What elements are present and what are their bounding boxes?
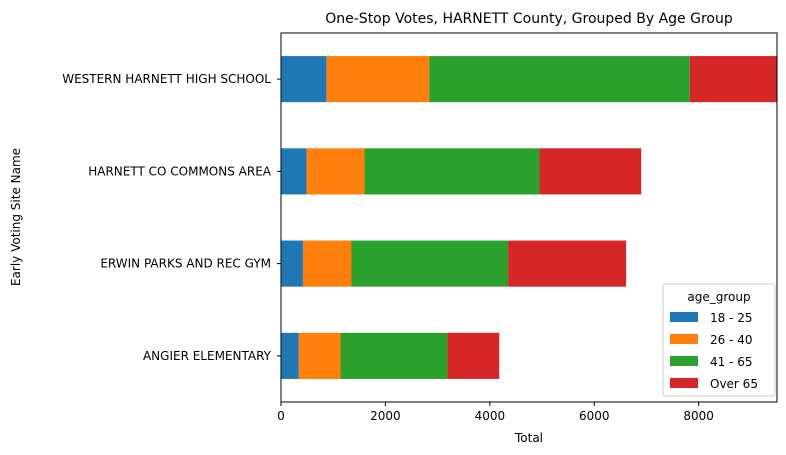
x-tick-label: 2000 bbox=[370, 409, 401, 423]
axes-frame bbox=[280, 32, 778, 403]
bar-segment bbox=[364, 148, 540, 195]
bar-segment bbox=[539, 148, 642, 195]
y-tick-label: ANGIER ELEMENTARY bbox=[143, 349, 272, 363]
bar-segment bbox=[281, 332, 299, 379]
x-tick-label: 0 bbox=[277, 409, 285, 423]
bar-segment bbox=[689, 56, 778, 103]
legend-label: 26 - 40 bbox=[710, 333, 753, 347]
legend-swatch bbox=[670, 334, 698, 344]
bar-segment bbox=[302, 240, 352, 287]
x-tick-label: 8000 bbox=[683, 409, 714, 423]
chart-title: One-Stop Votes, HARNETT County, Grouped … bbox=[325, 11, 733, 27]
legend-title: age_group bbox=[687, 290, 750, 304]
bar-segment bbox=[298, 332, 341, 379]
legend-swatch bbox=[670, 312, 698, 322]
bar-segment bbox=[281, 240, 303, 287]
legend-swatch bbox=[670, 378, 698, 388]
bar-segment bbox=[447, 332, 500, 379]
legend: age_group 18 - 25 26 - 40 41 - 65 Over 65 bbox=[662, 283, 776, 397]
legend-label: 18 - 25 bbox=[710, 311, 753, 325]
y-tick-label: WESTERN HARNETT HIGH SCHOOL bbox=[62, 72, 271, 86]
x-tick-label: 4000 bbox=[475, 409, 506, 423]
bar-segment bbox=[351, 240, 509, 287]
bar-segment bbox=[306, 148, 365, 195]
legend-label: 41 - 65 bbox=[710, 355, 753, 369]
plot-area: WESTERN HARNETT HIGH SCHOOL HARNETT CO CO… bbox=[62, 32, 778, 423]
bar-segment bbox=[281, 56, 327, 103]
bar-segment bbox=[340, 332, 448, 379]
y-tick-label: ERWIN PARKS AND REC GYM bbox=[100, 257, 271, 271]
x-axis-title: Total bbox=[514, 431, 543, 445]
bar-segment bbox=[326, 56, 430, 103]
bar-segment bbox=[281, 148, 307, 195]
x-tick-label: 6000 bbox=[579, 409, 610, 423]
legend-swatch bbox=[670, 356, 698, 366]
y-axis-title: Early Voting Site Name bbox=[9, 148, 23, 286]
bar-segment bbox=[508, 240, 627, 287]
bar-segment bbox=[429, 56, 690, 103]
y-tick-label: HARNETT CO COMMONS AREA bbox=[88, 164, 272, 178]
legend-label: Over 65 bbox=[710, 377, 758, 391]
